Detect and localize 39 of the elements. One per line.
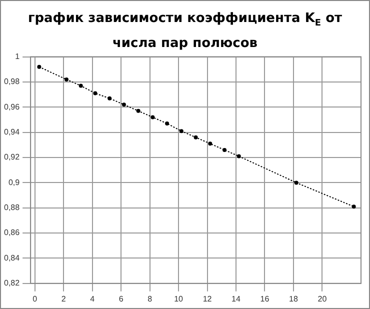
point [236,154,241,158]
x-tick-label: 16 [260,294,270,304]
x-tick-label: 10 [174,294,184,304]
point [93,91,98,96]
point [294,180,298,185]
x-tick-label: 14 [232,294,242,304]
y-tick-label: 0,98 [4,77,20,86]
point [179,129,184,134]
y-tick-label: 0,88 [4,203,20,212]
x-tick-label: 12 [202,294,212,304]
y-tick-label: 0,86 [4,228,20,238]
point [122,102,126,107]
y-tick-label: 0,96 [4,102,20,112]
x-tick-label: 20 [318,294,328,304]
text: график зависимости коэффициента K$_{E}$ от [28,11,342,29]
point [208,142,212,146]
point [37,64,42,69]
y-tick-label: 1 [15,52,20,62]
x-tick-label: 8 [148,294,153,304]
y-tick-label: 0,82 [4,278,20,288]
point [108,96,112,100]
point [222,148,227,152]
point [165,122,170,126]
x-tick-label: 4 [90,294,96,304]
x-tick-label: 6 [118,294,124,304]
point [64,77,68,82]
point [136,108,140,113]
point [78,84,83,88]
x-tick-label: 2 [61,294,66,304]
x-tick-label: 18 [289,294,298,304]
y-tick-label: 0,92 [4,152,20,162]
y-tick-label: 0,84 [4,253,20,262]
text: числа пар полюсов [112,36,258,51]
point [352,204,356,209]
x-tick-label: 0 [32,294,38,304]
y-tick-label: 0,94 [4,128,20,137]
y-tick-label: 0,9 [8,178,20,187]
point [150,115,155,120]
point [194,135,198,140]
